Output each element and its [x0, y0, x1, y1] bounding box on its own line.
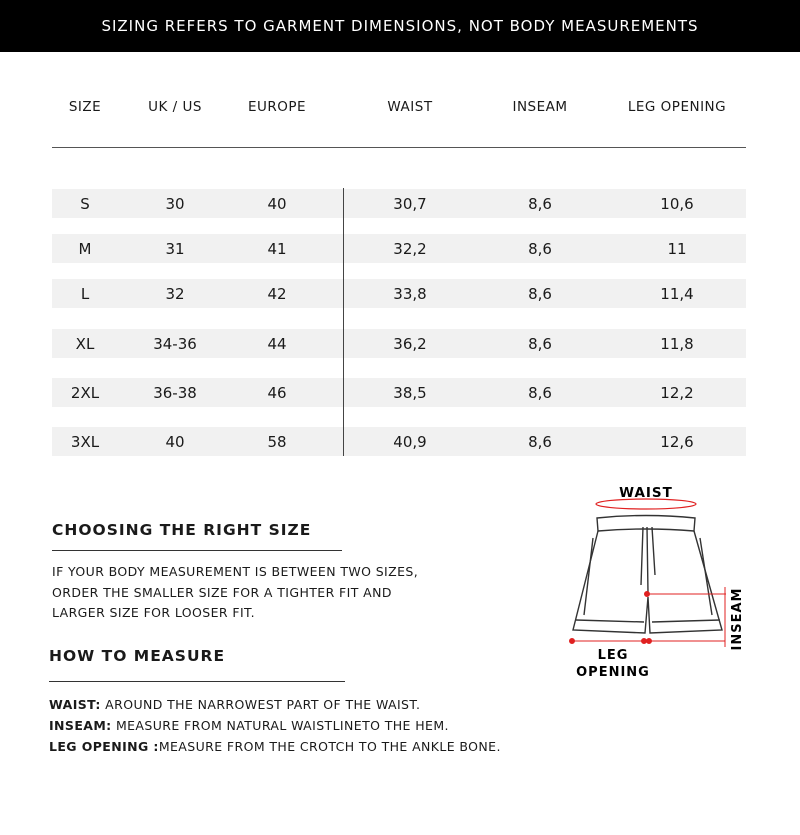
table-cell: 40: [165, 432, 185, 451]
choosing-line: LARGER SIZE FOR LOOSER FIT.: [52, 605, 255, 620]
choosing-line: ORDER THE SMALLER SIZE FOR A TIGHTER FIT…: [52, 584, 392, 600]
table-cell: 8,6: [528, 284, 552, 303]
col-europe: EUROPE: [247, 99, 307, 115]
measure-text: AROUND THE NARROWEST PART OF THE WAIST.: [100, 697, 421, 712]
header-divider: [52, 147, 746, 148]
measure-waist: WAIST: AROUND THE NARROWEST PART OF THE …: [49, 697, 420, 712]
table-cell: M: [78, 239, 92, 258]
opening-label: OPENING: [576, 665, 650, 680]
table-cell: 11: [667, 239, 687, 258]
choosing-line: IF YOUR BODY MEASUREMENT IS BETWEEN TWO …: [52, 564, 419, 579]
table-cell: L: [80, 284, 90, 303]
table-cell: 36-38: [153, 383, 197, 402]
measure-lines: [569, 587, 726, 647]
table-cell: 42: [267, 284, 287, 303]
measure-label: LEG OPENING :: [49, 739, 159, 754]
table-cell: 46: [267, 383, 287, 402]
measure-rule: [49, 681, 345, 682]
table-cell: 8,6: [528, 432, 552, 451]
banner: SIZING REFERS TO GARMENT DIMENSIONS, NOT…: [0, 0, 800, 52]
table-cell: 8,6: [528, 194, 552, 213]
table-cell: 11,8: [660, 334, 694, 353]
leg-label: LEG: [598, 648, 629, 663]
table-cell: 3XL: [70, 432, 100, 451]
waist-arrow-icon: [595, 498, 697, 510]
table-cell: 32: [165, 284, 185, 303]
table-row: L 32 42 33,8 8,6 11,4: [52, 279, 746, 308]
measure-text: MEASURE FROM THE CROTCH TO THE ANKLE BON…: [158, 739, 501, 754]
choosing-text: IF YOUR BODY MEASUREMENT IS BETWEEN TWO …: [52, 562, 418, 624]
table-cell: 30,7: [393, 194, 427, 213]
table-cell: 12,2: [660, 383, 694, 402]
table-row: 3XL 40 58 40,9 8,6 12,6: [52, 427, 746, 456]
table-cell: 34-36: [153, 334, 197, 353]
measure-label: WAIST:: [49, 697, 101, 712]
measure-inseam: INSEAM: MEASURE FROM NATURAL WAISTLINETO…: [49, 718, 449, 733]
table-cell: 58: [267, 432, 287, 451]
table-cell: 33,8: [393, 284, 427, 303]
col-inseam: INSEAM: [512, 99, 568, 115]
table-cell: 36,2: [393, 334, 427, 353]
measure-label: INSEAM:: [49, 718, 112, 733]
column-divider: [343, 188, 344, 456]
table-cell: 8,6: [528, 383, 552, 402]
waist-label: WAIST: [619, 485, 673, 501]
table-row: M 31 41 32,2 8,6 11: [52, 234, 746, 263]
inseam-label: INSEAM: [730, 588, 745, 651]
table-cell: 8,6: [528, 334, 552, 353]
table-cell: 8,6: [528, 239, 552, 258]
table-cell: 11,4: [660, 284, 694, 303]
choosing-title: CHOOSING THE RIGHT SIZE: [52, 521, 312, 539]
table-cell: 38,5: [393, 383, 427, 402]
shorts-outline-icon: [572, 514, 723, 634]
table-cell: 44: [267, 334, 287, 353]
table-cell: 12,6: [660, 432, 694, 451]
measure-text: MEASURE FROM NATURAL WAISTLINETO THE HEM…: [111, 718, 449, 733]
table-cell: 32,2: [393, 239, 427, 258]
table-cell: S: [80, 194, 90, 213]
table-row: S 30 40 30,7 8,6 10,6: [52, 189, 746, 218]
table-cell: 2XL: [70, 383, 100, 402]
col-size: SIZE: [68, 99, 102, 115]
col-waist: WAIST: [387, 99, 433, 115]
table-cell: XL: [75, 334, 95, 353]
table-row: XL 34-36 44 36,2 8,6 11,8: [52, 329, 746, 358]
shorts-diagram: WAIST INSEAM LEG OPENING: [569, 485, 745, 680]
measure-title: HOW TO MEASURE: [49, 647, 226, 665]
table-cell: 41: [267, 239, 287, 258]
table-cell: 10,6: [660, 194, 694, 213]
table-row: 2XL 36-38 46 38,5 8,6 12,2: [52, 378, 746, 407]
table-cell: 40: [267, 194, 287, 213]
measure-leg-opening: LEG OPENING :MEASURE FROM THE CROTCH TO …: [49, 739, 501, 754]
table-cell: 30: [165, 194, 185, 213]
choosing-rule: [52, 550, 342, 551]
table-cell: 31: [165, 239, 185, 258]
col-uk-us: UK / US: [148, 99, 202, 115]
table-cell: 40,9: [393, 432, 427, 451]
col-leg-opening: LEG OPENING: [627, 99, 727, 115]
